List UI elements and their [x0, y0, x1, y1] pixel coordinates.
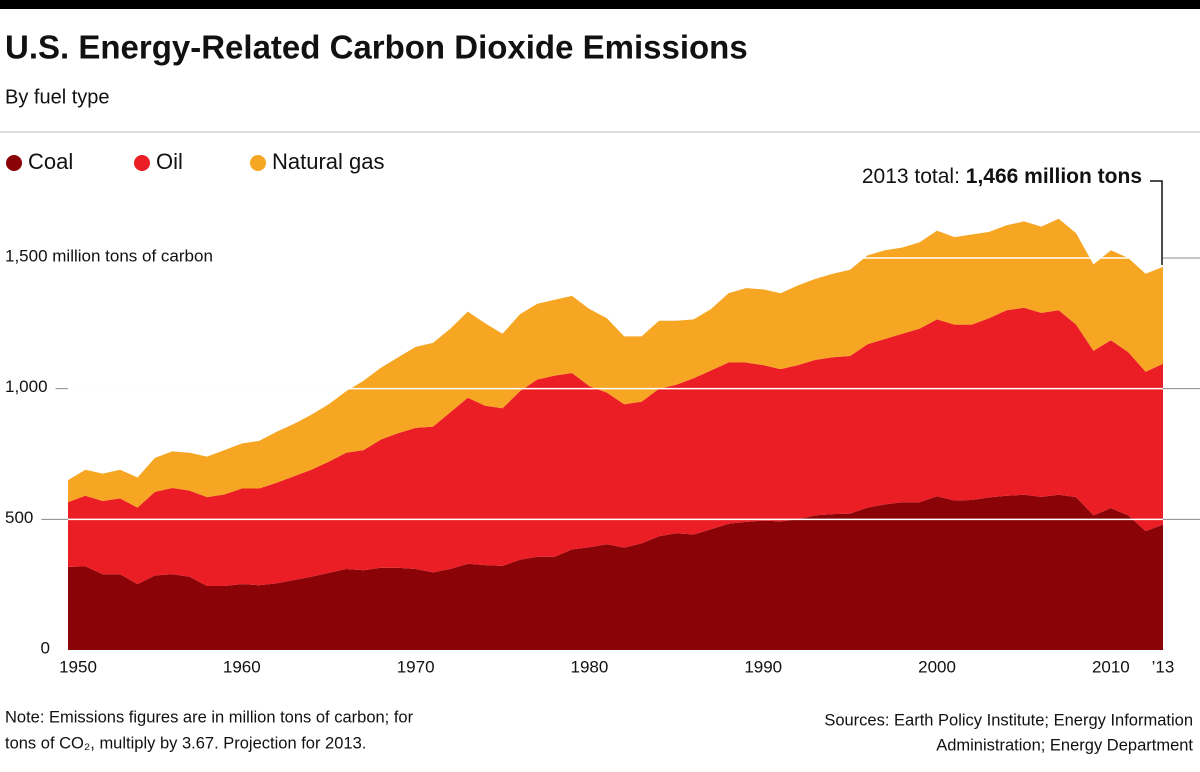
- annotation-text: 2013 total:: [862, 165, 960, 188]
- x-tick-label: 1950: [59, 657, 97, 676]
- areas: [68, 218, 1163, 650]
- legend-swatch: [250, 155, 266, 171]
- annotation-highlight: 1,466 million tons: [966, 165, 1142, 188]
- annotation-leader: [1150, 180, 1163, 265]
- legend-label: Coal: [28, 149, 73, 174]
- area: [68, 218, 1163, 508]
- note-line: tons of CO₂, multiply by 3.67. Projectio…: [5, 734, 366, 752]
- x-tick-label: 1970: [397, 657, 435, 676]
- legend-swatch: [6, 155, 22, 171]
- legend-label: Natural gas: [272, 149, 385, 174]
- y-tick-label: 1,000: [5, 377, 48, 396]
- legend-label: Oil: [156, 149, 183, 174]
- area: [68, 494, 1163, 650]
- legend: Coal Oil Natural gas: [6, 149, 385, 174]
- x-tick-label: 2010: [1092, 657, 1130, 676]
- x-tick-label: 2000: [918, 657, 956, 676]
- legend-swatch: [134, 155, 150, 171]
- y-tick-label: 1,500 million tons of carbon: [5, 246, 213, 265]
- axes: 0 500 1,000 1,500 million tons of carbon 195…: [5, 246, 1174, 676]
- sources-line: Administration; Energy Department: [936, 736, 1193, 754]
- chart-subtitle: By fuel type: [5, 86, 110, 108]
- y-tick-label: 500: [5, 508, 33, 527]
- sources-line: Sources: Earth Policy Institute; Energy …: [824, 711, 1193, 729]
- grid-front: [68, 257, 1163, 521]
- x-tick-label: ’13: [1152, 657, 1175, 676]
- x-tick-label: 1960: [223, 657, 261, 676]
- area: [68, 307, 1163, 586]
- x-tick-label: 1990: [744, 657, 782, 676]
- x-tick-label: 1980: [571, 657, 609, 676]
- annotation: 2013 total: 1,466 million tons: [862, 165, 1142, 188]
- note-line: Note: Emissions figures are in million t…: [5, 708, 414, 726]
- chart-title: U.S. Energy-Related Carbon Dioxide Emiss…: [5, 29, 748, 66]
- top-bar: [0, 0, 1200, 9]
- y-tick-label: 0: [41, 638, 50, 657]
